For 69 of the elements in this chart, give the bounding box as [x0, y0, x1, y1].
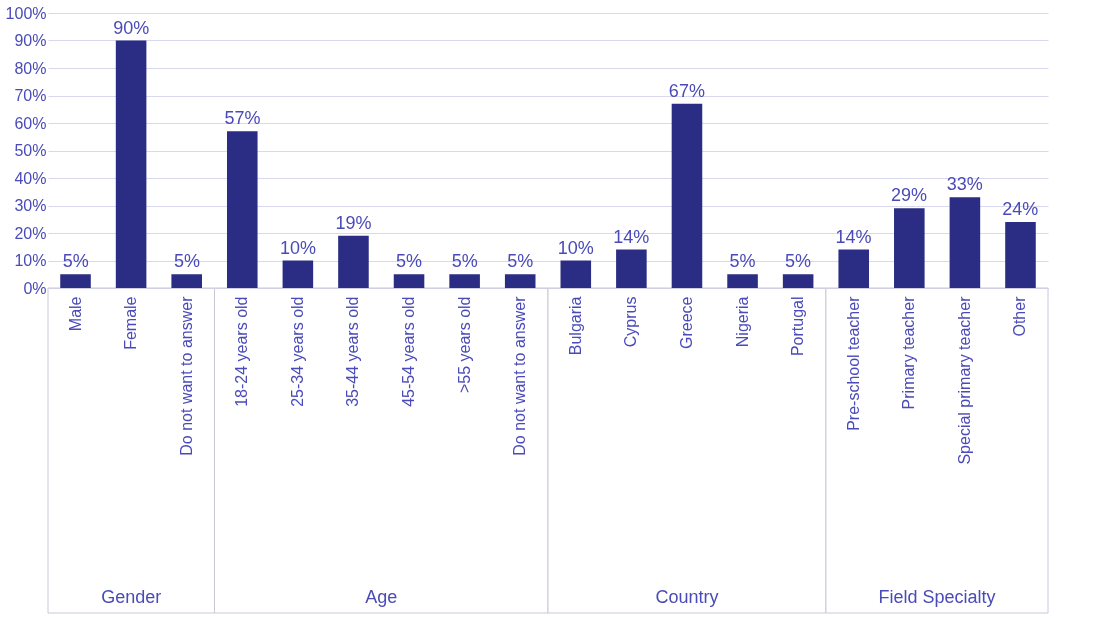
data-label: 5%: [729, 251, 756, 272]
data-label: 5%: [507, 251, 534, 272]
text: Gender: [101, 587, 162, 607]
y-tick-label: 90%: [14, 32, 47, 49]
bar: [115, 40, 147, 288]
bar: [560, 260, 592, 288]
data-label: 29%: [891, 185, 928, 206]
x-tick-label: 35-44 years old: [344, 296, 362, 407]
y-tick-label: 70%: [14, 87, 47, 104]
bar: [393, 274, 425, 288]
bar: [949, 197, 981, 288]
x-tick-label: Do not want to answer: [177, 295, 195, 456]
data-label: 5%: [396, 251, 423, 272]
bar: [338, 235, 369, 288]
data-label: 24%: [1002, 199, 1039, 219]
text: Country: [655, 587, 719, 607]
bar: [838, 249, 870, 288]
data-label: 90%: [113, 17, 150, 38]
bar: [226, 131, 258, 288]
bar: [60, 274, 91, 288]
bar: [727, 274, 758, 288]
y-tick-label: 100%: [5, 4, 47, 22]
x-tick-label: 18-24 years old: [233, 296, 251, 407]
data-label: 14%: [835, 226, 872, 247]
bar: [1005, 222, 1036, 288]
data-label: 19%: [335, 212, 372, 233]
data-label: 5%: [784, 251, 812, 272]
y-tick-label: 30%: [14, 197, 47, 214]
x-tick-label: >55 years old: [455, 296, 473, 394]
data-label: 5%: [173, 251, 200, 272]
y-tick-label: 10%: [14, 252, 47, 269]
x-tick-label: 45-54 years old: [400, 296, 418, 407]
bar: [671, 103, 703, 288]
x-tick-label: Female: [122, 296, 140, 350]
bar: [504, 274, 536, 288]
y-tick-label: 40%: [14, 169, 47, 187]
x-tick-label: Portugal: [789, 296, 807, 357]
x-tick-label: Cyprus: [622, 296, 640, 348]
bar: [782, 274, 814, 288]
y-tick-label: 60%: [14, 114, 47, 132]
x-tick-label: Nigeria: [733, 296, 751, 348]
data-label: 5%: [451, 251, 478, 272]
x-tick-label: 25-34 years old: [288, 296, 306, 407]
data-label: 10%: [557, 237, 594, 258]
x-tick-label: Bulgaria: [566, 296, 584, 356]
x-tick-label: Do not want to answer: [511, 295, 529, 456]
x-tick-label: Male: [66, 296, 84, 332]
bar: [171, 274, 202, 288]
x-tick-label: Other: [1011, 295, 1029, 337]
bar: [449, 274, 480, 288]
x-tick-label: Primary teacher: [900, 295, 918, 410]
bar: [616, 249, 647, 288]
data-label: 14%: [613, 226, 650, 247]
data-label: 10%: [279, 237, 317, 258]
text: Field Specialty: [878, 587, 996, 607]
y-tick-label: 50%: [14, 142, 47, 159]
y-tick-label: 20%: [14, 224, 47, 242]
y-tick-label: 0%: [23, 279, 47, 297]
bar: [282, 260, 314, 288]
x-tick-label: Special primary teacher: [955, 295, 973, 465]
text: Age: [365, 587, 398, 607]
bar: [894, 208, 925, 288]
x-tick-label: Greece: [677, 296, 695, 349]
data-label: 33%: [946, 174, 983, 195]
data-label: 5%: [62, 251, 89, 272]
data-label: 57%: [224, 108, 261, 129]
x-tick-label: Pre-school teacher: [844, 295, 862, 431]
y-tick-label: 80%: [14, 59, 47, 77]
data-label: 67%: [668, 80, 705, 101]
